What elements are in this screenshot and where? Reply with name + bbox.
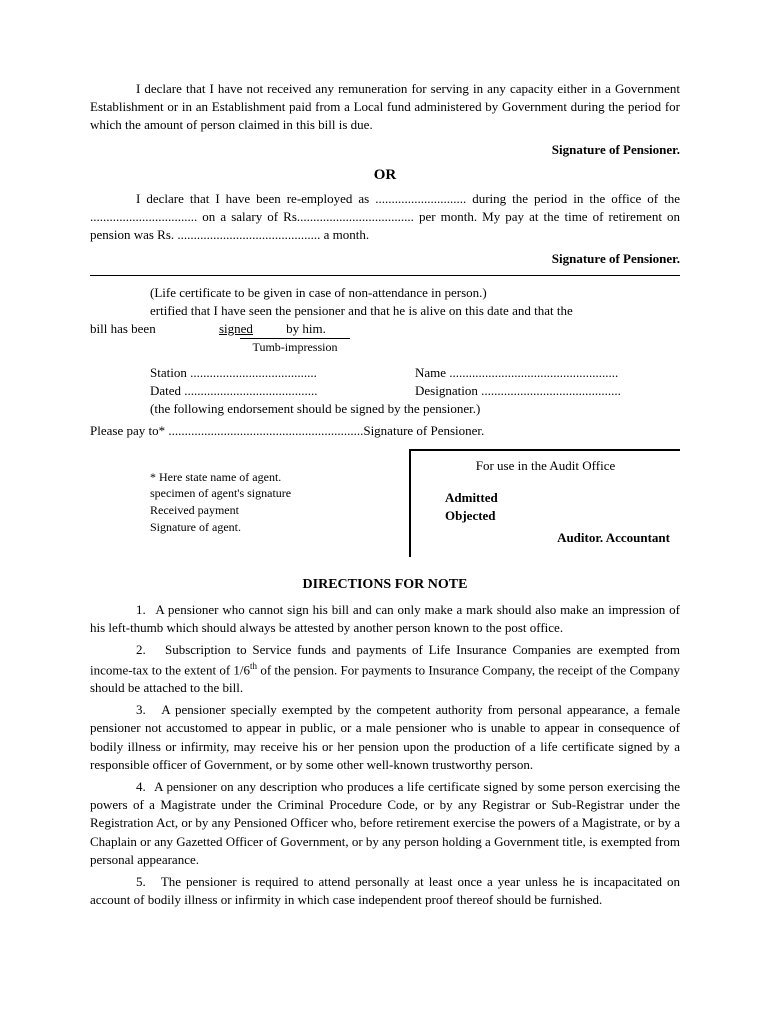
thumb-impression: Tumb-impression [240,338,350,356]
designation-field: Designation ............................… [415,382,680,400]
station-field: Station ................................… [150,364,415,382]
directions-title: DIRECTIONS FOR NOTE [90,575,680,595]
note-4: 4. A pensioner on any description who pr… [90,778,680,869]
endorsement-note: (the following endorsement should be sig… [150,400,680,418]
life-certificate-block: (Life certificate to be given in case of… [150,284,680,320]
note-5: 5. The pensioner is required to attend p… [90,873,680,909]
station-name-fields: Station ................................… [150,364,680,419]
dated-field: Dated ..................................… [150,382,415,400]
pay-to-line: Please pay to* .........................… [90,422,680,440]
agent-note-1: * Here state name of agent. [150,469,399,486]
admitted-label: Admitted [445,489,498,507]
agent-note-3: Received payment [150,502,399,519]
or-separator: OR [90,165,680,186]
note-5-text: The pensioner is required to attend pers… [90,874,680,907]
divider [90,275,680,276]
declaration-2: I declare that I have been re-employed a… [90,190,680,245]
note-1-text: A pensioner who cannot sign his bill and… [90,602,680,635]
bill-has-been: bill has been [90,321,156,336]
signed-text: signed [219,321,253,336]
audit-office-box: For use in the Audit Office Admitted Obj… [409,449,680,558]
note-3-text: A pensioner specially exempted by the co… [90,702,680,772]
name-field: Name ...................................… [415,364,680,382]
declaration-1: I declare that I have not received any r… [90,80,680,135]
audit-title: For use in the Audit Office [421,457,670,475]
note-4-text: A pensioner on any description who produ… [90,779,680,867]
bill-signed-line: bill has been signed by him. [90,320,680,338]
signature-pensioner-1: Signature of Pensioner. [90,141,680,159]
agent-note-4: Signature of agent. [150,519,399,536]
auditor-label: Auditor. Accountant [421,529,670,547]
signature-pensioner-2: Signature of Pensioner. [90,250,680,268]
agent-note-2: specimen of agent's signature [150,485,399,502]
note-3: 3. A pensioner specially exempted by the… [90,701,680,774]
agent-notes: * Here state name of agent. specimen of … [90,449,409,558]
note-2: 2. Subscription to Service funds and pay… [90,641,680,697]
note-1: 1. A pensioner who cannot sign his bill … [90,601,680,637]
objected-label: Objected [445,507,496,525]
audit-section: * Here state name of agent. specimen of … [90,449,680,558]
by-him: by him. [286,321,326,336]
life-cert-line-2: ertified that I have seen the pensioner … [150,302,680,320]
life-cert-line-1: (Life certificate to be given in case of… [150,284,680,302]
